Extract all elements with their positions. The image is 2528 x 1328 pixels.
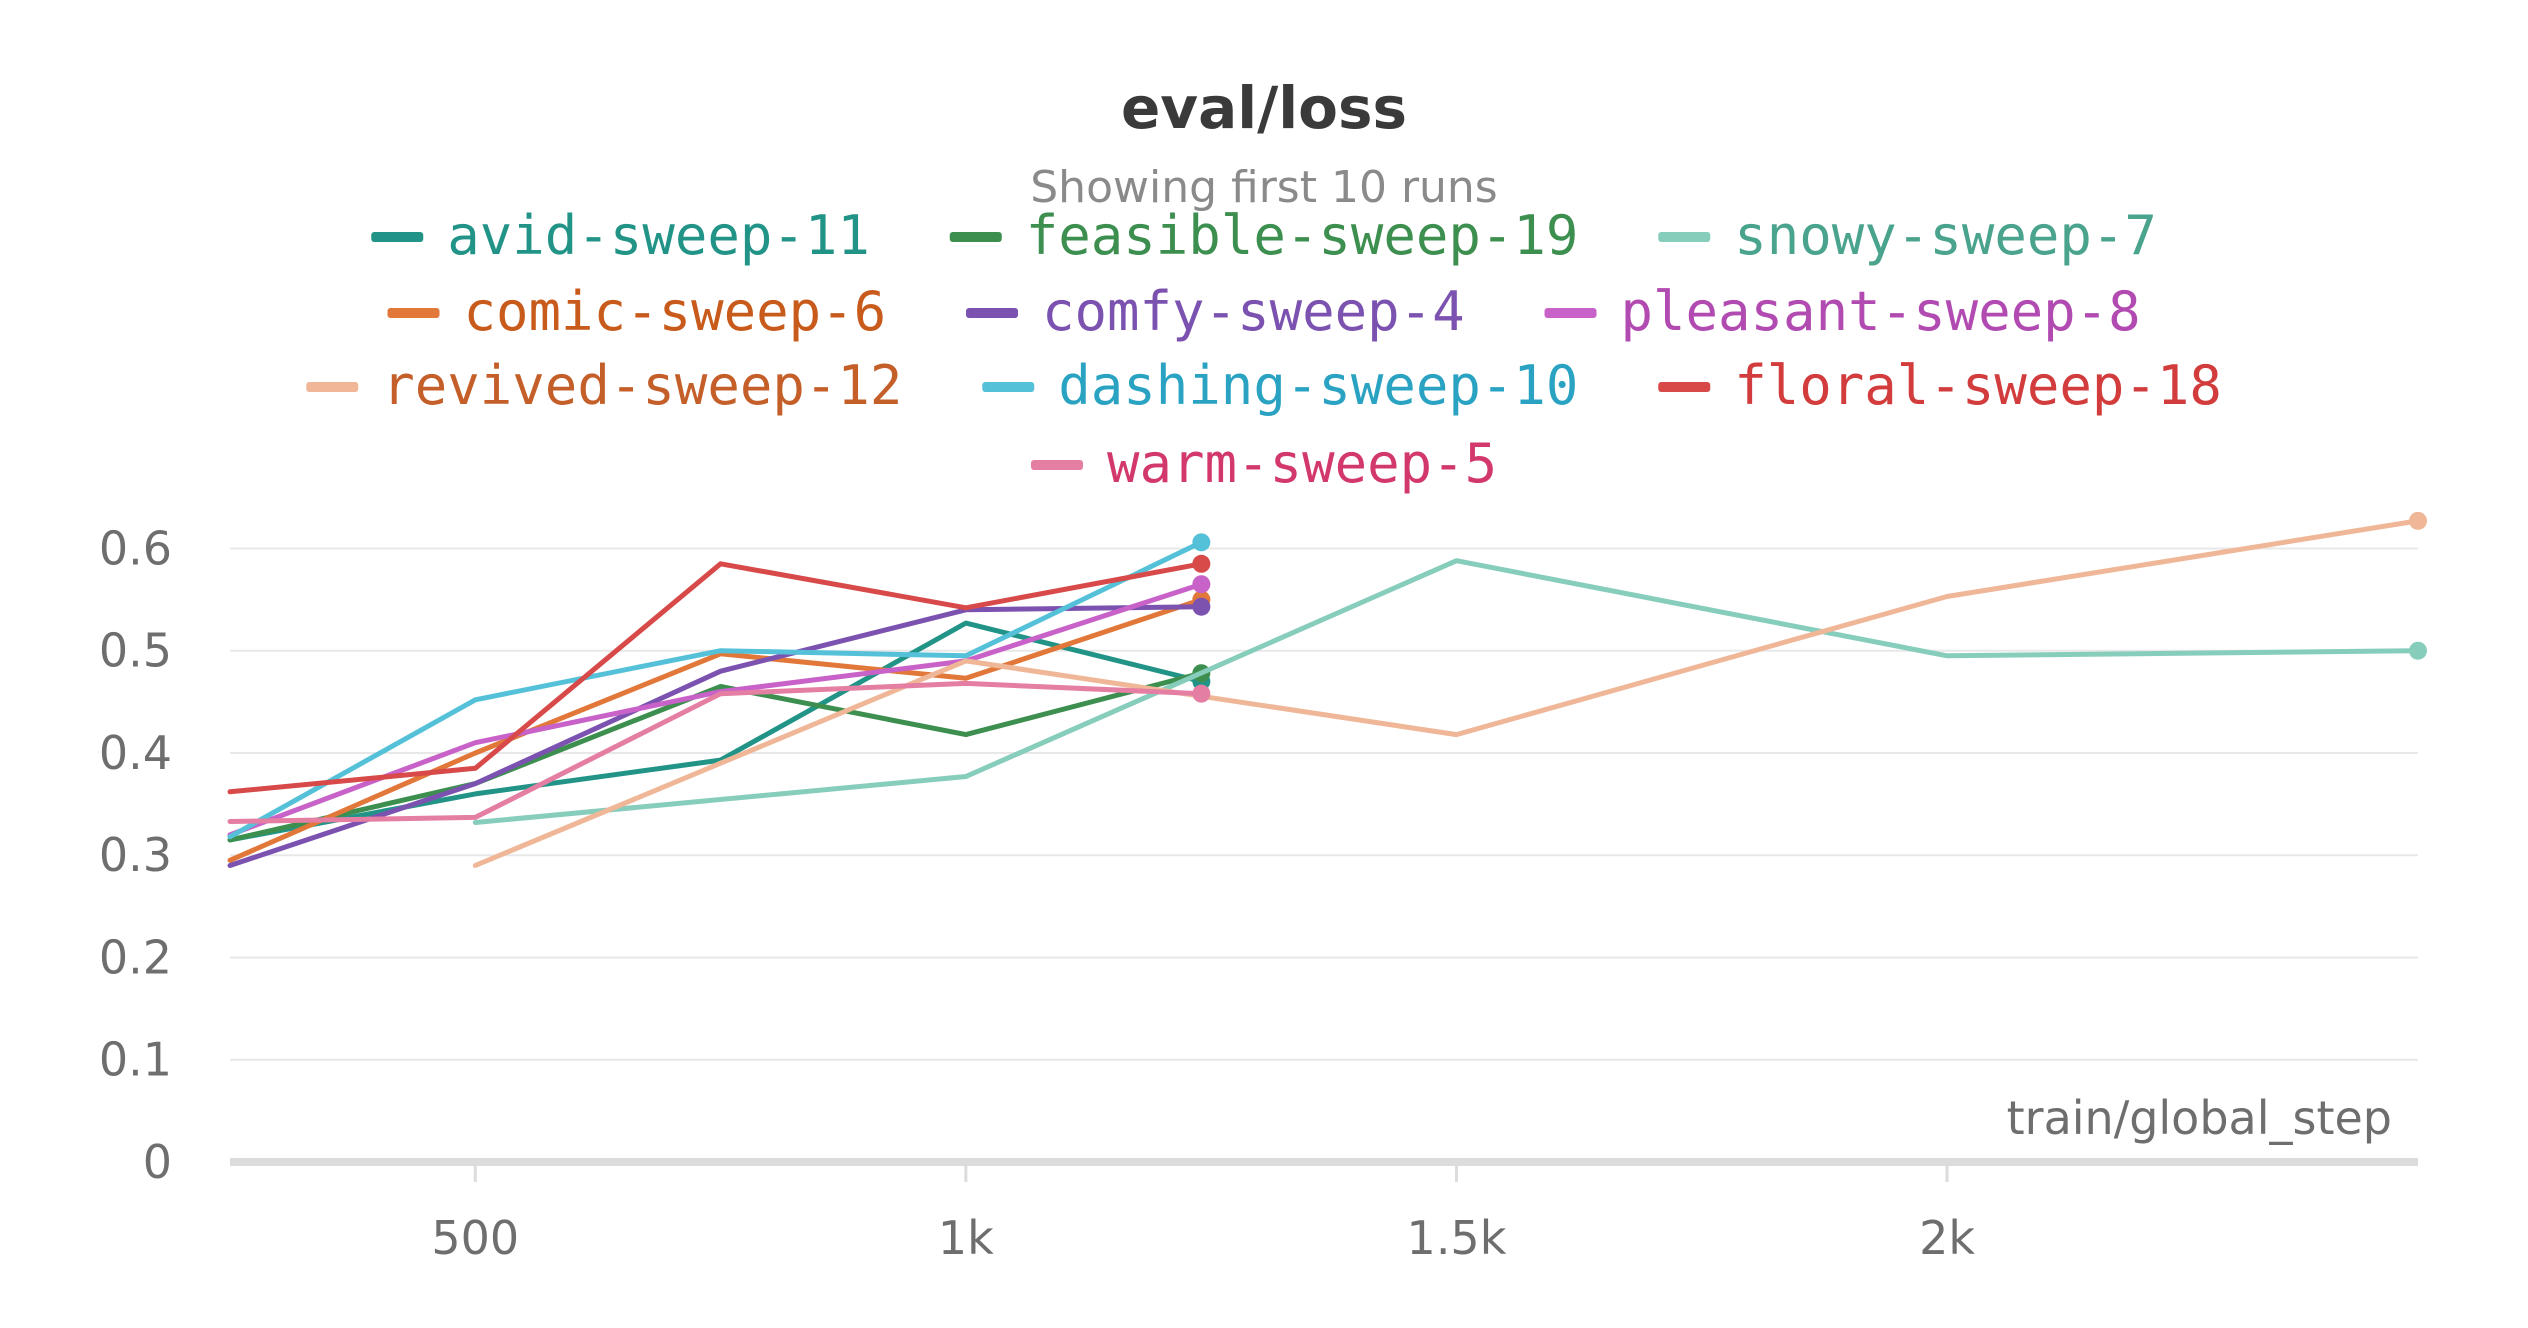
legend-item-dashing-sweep-10[interactable]: dashing-sweep-10 (982, 354, 1578, 417)
legend-item-feasible-sweep-19[interactable]: feasible-sweep-19 (949, 204, 1579, 267)
series-endpoint-pleasant-sweep-8 (1192, 575, 1211, 594)
legend-item-comic-sweep-6[interactable]: comic-sweep-6 (387, 280, 887, 343)
series-line-comfy-sweep-4 (227, 604, 1204, 868)
y-axis: 0 0.1 0.2 0.3 0.4 0.5 0.6 (99, 521, 172, 1189)
series-endpoint-warm-sweep-5 (1192, 684, 1211, 703)
series-line-floral-sweep-18 (227, 561, 1204, 795)
y-tick-label: 0.6 (99, 521, 172, 575)
y-tick-label: 0.2 (99, 930, 172, 984)
legend-label: dashing-sweep-10 (1058, 354, 1578, 417)
x-tick-label: 500 (431, 1211, 519, 1265)
series-endpoint-floral-sweep-18 (1192, 554, 1211, 573)
series-endpoint-revived-sweep-12 (2409, 511, 2427, 530)
legend-swatch (387, 308, 440, 318)
y-tick-label: 0.4 (99, 726, 172, 780)
legend-swatch (949, 232, 1002, 242)
x-tick-label: 2k (1919, 1211, 1975, 1265)
x-tick-label: 1k (938, 1211, 994, 1265)
legend-item-snowy-sweep-7[interactable]: snowy-sweep-7 (1658, 204, 2157, 267)
y-tick-label: 0.3 (99, 828, 172, 882)
series-endpoint-dashing-sweep-10 (1192, 533, 1211, 552)
series-line-warm-sweep-5 (227, 680, 1204, 824)
chart-subtitle: Showing first 10 runs (1030, 162, 1497, 213)
legend-swatch (1658, 382, 1711, 392)
y-tick-label: 0.1 (99, 1033, 172, 1087)
series-line-comic-sweep-6 (227, 597, 1204, 863)
x-axis-label: train/global_step (2007, 1091, 2392, 1145)
legend-swatch (1544, 308, 1597, 318)
legend-swatch (1031, 460, 1083, 470)
series-line-revived-sweep-12 (472, 518, 2421, 868)
y-tick-label: 0 (143, 1135, 172, 1189)
legend-swatch (966, 308, 1018, 318)
legend-item-pleasant-sweep-8[interactable]: pleasant-sweep-8 (1544, 280, 2141, 343)
series-layer (227, 511, 2427, 868)
legend-swatch (306, 382, 359, 392)
legend-label: pleasant-sweep-8 (1621, 280, 2141, 343)
legend-swatch (371, 232, 424, 242)
series-endpoint-snowy-sweep-7 (2409, 641, 2427, 660)
legend: avid-sweep-11 feasible-sweep-19 snowy-swee… (306, 204, 2222, 495)
legend-item-comfy-sweep-4[interactable]: comfy-sweep-4 (966, 280, 1465, 343)
series-line-snowy-sweep-7 (472, 558, 2421, 825)
legend-swatch (1658, 232, 1711, 242)
series-endpoint-comfy-sweep-4 (1192, 597, 1211, 616)
legend-item-avid-sweep-11[interactable]: avid-sweep-11 (371, 204, 870, 267)
series-line-dashing-sweep-10 (227, 539, 1204, 840)
legend-label: feasible-sweep-19 (1026, 204, 1579, 267)
legend-label: avid-sweep-11 (447, 204, 870, 267)
legend-swatch (982, 382, 1035, 392)
legend-item-warm-sweep-5[interactable]: warm-sweep-5 (1031, 432, 1497, 495)
chart-title: eval/loss (1121, 74, 1407, 142)
gridlines (230, 547, 2418, 1061)
series-line-feasible-sweep-19 (227, 670, 1204, 843)
legend-item-floral-sweep-18[interactable]: floral-sweep-18 (1658, 354, 2222, 417)
legend-item-revived-sweep-12[interactable]: revived-sweep-12 (306, 354, 902, 417)
legend-label: warm-sweep-5 (1107, 432, 1497, 495)
x-tick-label: 1.5k (1407, 1211, 1507, 1265)
legend-label: revived-sweep-12 (382, 354, 902, 417)
legend-label: floral-sweep-18 (1734, 354, 2222, 417)
x-axis: 500 1k 1.5k 2k (230, 1158, 2418, 1265)
y-tick-label: 0.5 (99, 624, 172, 678)
legend-label: snowy-sweep-7 (1734, 204, 2157, 267)
legend-label: comfy-sweep-4 (1042, 280, 1465, 343)
legend-label: comic-sweep-6 (464, 280, 887, 343)
